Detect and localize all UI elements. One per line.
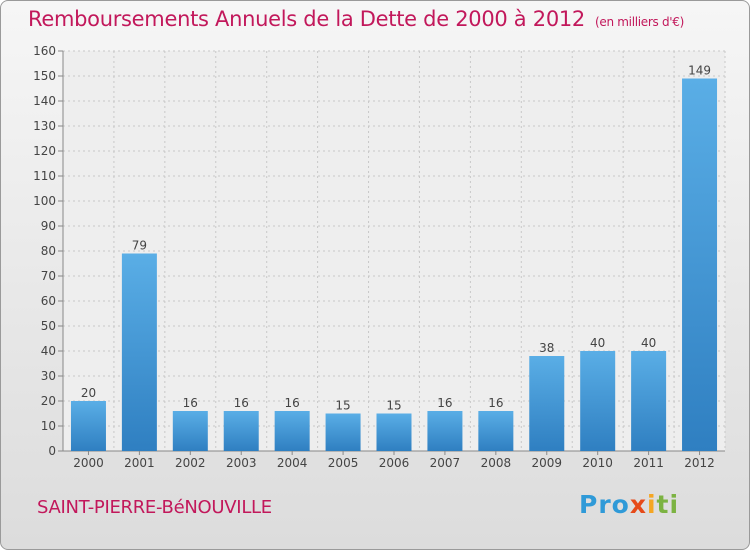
data-label: 16 xyxy=(437,396,452,410)
data-label: 16 xyxy=(488,396,503,410)
bar xyxy=(70,401,106,451)
bar xyxy=(121,253,157,451)
x-tick-label: 2006 xyxy=(379,456,410,470)
x-tick-label: 2009 xyxy=(531,456,562,470)
x-tick-label: 2010 xyxy=(582,456,613,470)
chart-title: Remboursements Annuels de la Dette de 20… xyxy=(28,7,685,31)
y-tick-label: 20 xyxy=(41,394,56,408)
data-label: 16 xyxy=(183,396,198,410)
x-tick-label: 2001 xyxy=(124,456,155,470)
y-tick-label: 40 xyxy=(41,344,56,358)
y-tick-label: 140 xyxy=(33,94,56,108)
bar xyxy=(580,351,616,451)
y-tick-label: 130 xyxy=(33,119,56,133)
x-tick-label: 2011 xyxy=(633,456,664,470)
x-tick-label: 2004 xyxy=(277,456,308,470)
data-label: 149 xyxy=(688,64,711,78)
y-tick-label: 50 xyxy=(41,319,56,333)
x-tick-label: 2012 xyxy=(684,456,715,470)
data-label: 20 xyxy=(81,386,96,400)
data-label: 16 xyxy=(285,396,300,410)
bar xyxy=(478,411,514,451)
y-tick-label: 100 xyxy=(33,194,56,208)
x-tick-label: 2003 xyxy=(226,456,257,470)
y-tick-label: 120 xyxy=(33,144,56,158)
x-tick-label: 2002 xyxy=(175,456,206,470)
bar xyxy=(376,413,412,451)
bar xyxy=(427,411,463,451)
bar xyxy=(274,411,310,451)
bar xyxy=(682,78,718,451)
y-tick-label: 0 xyxy=(48,444,56,458)
bar xyxy=(172,411,208,451)
y-tick-label: 160 xyxy=(33,44,56,58)
y-tick-label: 80 xyxy=(41,244,56,258)
y-tick-label: 60 xyxy=(41,294,56,308)
x-tick-label: 2008 xyxy=(481,456,512,470)
y-tick-label: 30 xyxy=(41,369,56,383)
data-label: 40 xyxy=(590,336,605,350)
place-name: SAINT-PIERRE-BéNOUVILLE xyxy=(37,497,272,518)
proxiti-logo: Proxiti xyxy=(579,490,680,519)
data-label: 38 xyxy=(539,341,554,355)
bar xyxy=(325,413,361,451)
data-label: 40 xyxy=(641,336,656,350)
chart-subtitle: (en milliers d'€) xyxy=(595,15,685,29)
bar xyxy=(631,351,667,451)
bar xyxy=(223,411,259,451)
data-label: 15 xyxy=(335,399,350,413)
data-label: 79 xyxy=(132,239,147,253)
x-tick-label: 2007 xyxy=(430,456,461,470)
y-tick-label: 90 xyxy=(41,219,56,233)
x-tick-label: 2000 xyxy=(73,456,104,470)
data-label: 15 xyxy=(386,399,401,413)
y-tick-label: 70 xyxy=(41,269,56,283)
data-label: 16 xyxy=(234,396,249,410)
y-tick-label: 110 xyxy=(33,169,56,183)
x-tick-label: 2005 xyxy=(328,456,359,470)
bar xyxy=(529,356,565,451)
y-tick-label: 10 xyxy=(41,419,56,433)
y-tick-label: 150 xyxy=(33,69,56,83)
